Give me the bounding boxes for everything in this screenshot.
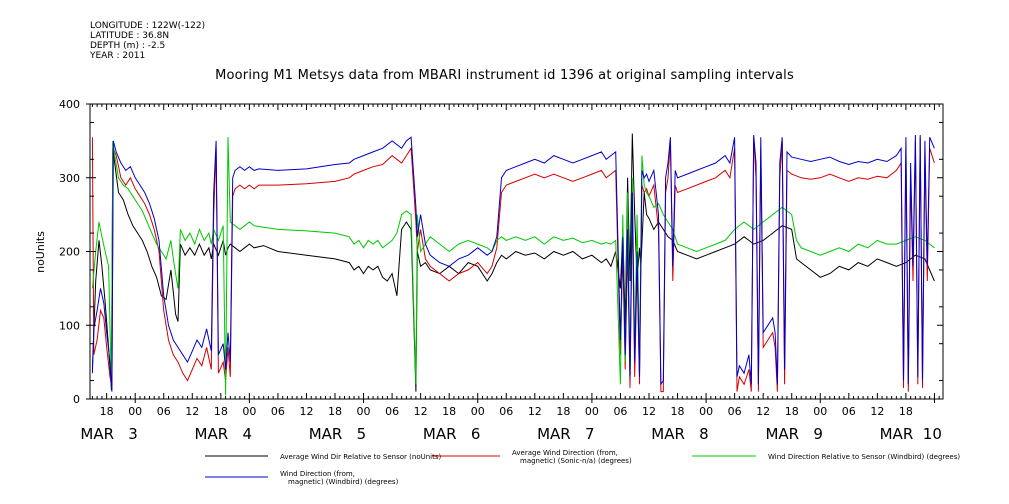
series-line-3 (91, 137, 935, 396)
y-tick-label: 300 (59, 172, 80, 185)
x-hour-label: 00 (128, 405, 142, 418)
y-tick-label: 200 (59, 246, 80, 259)
x-hour-label: 12 (756, 405, 770, 418)
longitude-label: LONGITUDE : 122W(-122) (90, 21, 206, 31)
x-hour-label: 00 (242, 405, 256, 418)
x-hour-label: 12 (414, 405, 428, 418)
legend-label-3: Wind Direction Relative to Sensor (Windb… (768, 453, 960, 461)
x-hour-label: 12 (528, 405, 542, 418)
x-date-label: MAR 10 (880, 425, 942, 443)
x-date-label: MAR 7 (537, 425, 594, 443)
series-line-4 (91, 134, 935, 392)
x-hour-label: 06 (728, 405, 742, 418)
x-hour-label: 06 (157, 405, 171, 418)
x-hour-label: 18 (442, 405, 456, 418)
y-tick-label: 100 (59, 319, 80, 332)
x-date-label: MAR 5 (309, 425, 366, 443)
legend: Average Wind Dir Relative to Sensor (noU… (205, 449, 960, 486)
legend-label-2: Average Wind Direction (from, (512, 449, 618, 457)
x-hour-label: 00 (813, 405, 827, 418)
x-date-label: MAR 4 (195, 425, 252, 443)
y-axis-label: noUnits (34, 231, 47, 273)
x-hour-label: 18 (556, 405, 570, 418)
mooring-metadata: LONGITUDE : 122W(-122) LATITUDE : 36.8N … (90, 21, 205, 61)
x-hour-label: 18 (785, 405, 799, 418)
x-date-label: MAR 8 (651, 425, 708, 443)
series-layer (91, 133, 935, 396)
x-hour-label: 06 (842, 405, 856, 418)
x-hour-label: 12 (185, 405, 199, 418)
latitude-label: LATITUDE : 36.8N (90, 31, 170, 41)
x-hour-label: 18 (671, 405, 685, 418)
chart-title: Mooring M1 Metsys data from MBARI instru… (215, 68, 794, 83)
y-tick-label: 0 (73, 393, 80, 406)
x-hour-label: 18 (214, 405, 228, 418)
x-date-label: MAR 3 (80, 425, 137, 443)
x-hour-label: 06 (613, 405, 627, 418)
legend-label-1: Average Wind Dir Relative to Sensor (noU… (280, 453, 441, 461)
depth-label: DEPTH (m) : -2.5 (90, 41, 166, 51)
legend-label-4: Wind Direction (from, (280, 470, 355, 478)
x-hour-label: 18 (100, 405, 114, 418)
x-date-label: MAR 9 (765, 425, 822, 443)
x-hour-label: 06 (385, 405, 399, 418)
x-hour-label: 12 (299, 405, 313, 418)
legend-label-2: magnetic) (Sonic-n/a) (degrees) (520, 457, 632, 465)
x-hour-label: 18 (899, 405, 913, 418)
legend-label-4: magnetic) (Windbird) (degrees) (288, 478, 399, 486)
y-tick-label: 400 (59, 98, 80, 111)
x-hour-label: 12 (642, 405, 656, 418)
x-hour-label: 00 (585, 405, 599, 418)
x-hour-label: 00 (699, 405, 713, 418)
x-hour-label: 06 (271, 405, 285, 418)
x-hour-label: 00 (357, 405, 371, 418)
axis-layer: 0 100 200 300 400 18 00 06 12 18 00 06 12 18 00 06 12 18 0… (59, 98, 943, 443)
x-hour-label: 12 (870, 405, 884, 418)
x-hour-label: 06 (499, 405, 513, 418)
x-hour-label: 00 (471, 405, 485, 418)
x-hour-label: 18 (328, 405, 342, 418)
year-label: YEAR : 2011 (90, 51, 146, 61)
x-date-label: MAR 6 (423, 425, 480, 443)
